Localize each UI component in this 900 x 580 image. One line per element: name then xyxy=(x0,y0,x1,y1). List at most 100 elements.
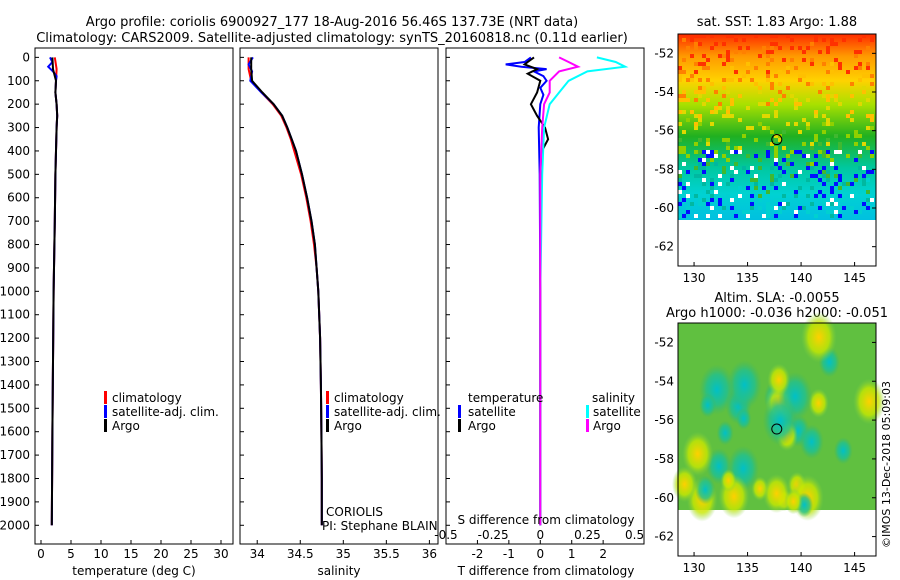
sst-cell xyxy=(870,126,874,130)
sst-cell xyxy=(706,190,710,194)
sst-cell xyxy=(826,138,830,142)
sst-cell xyxy=(694,214,698,218)
sst-cell xyxy=(810,186,814,190)
sst-cell xyxy=(842,38,846,42)
sst-cell xyxy=(850,118,854,122)
map-lon-tick-label: 135 xyxy=(736,271,759,285)
sst-cell xyxy=(810,174,814,178)
sst-cell xyxy=(786,34,790,38)
sst-cell xyxy=(698,138,702,142)
sst-cell xyxy=(802,142,806,146)
sst-cell xyxy=(678,146,682,150)
sst-cell xyxy=(730,34,734,38)
depth-tick-label: 400 xyxy=(7,144,30,158)
sst-cell xyxy=(694,34,698,38)
sst-cell xyxy=(798,78,802,82)
sst-cell xyxy=(794,194,798,198)
sst-cell xyxy=(802,74,806,78)
sst-cell xyxy=(730,198,734,202)
sst-cell xyxy=(766,70,770,74)
sst-cell xyxy=(866,146,870,150)
sst-cell xyxy=(806,154,810,158)
sst-cell xyxy=(734,50,738,54)
sst-cell xyxy=(702,190,706,194)
map-lon-tick-label: 135 xyxy=(736,561,759,575)
sst-cell xyxy=(730,58,734,62)
sst-cell xyxy=(754,138,758,142)
sst-cell xyxy=(794,102,798,106)
sst-cell xyxy=(854,158,858,162)
sst-cell xyxy=(826,86,830,90)
depth-tick-labels: 0 100 200 300 400 500 600 700 800 900 1000 1100 1200… xyxy=(0,50,450,532)
sst-cell xyxy=(694,98,698,102)
sst-cell xyxy=(706,58,710,62)
sst-cell xyxy=(866,202,870,206)
sst-cell xyxy=(818,206,822,210)
salinity-xlabel: salinity xyxy=(317,564,360,578)
sst-cell xyxy=(726,114,730,118)
sst-cell xyxy=(702,86,706,90)
difference-lines xyxy=(505,56,629,526)
sst-cell xyxy=(854,130,858,134)
sst-cell xyxy=(814,194,818,198)
profile-line-satellite-adj-clim- xyxy=(247,56,323,526)
sst-cell xyxy=(702,66,706,70)
sst-cell xyxy=(702,202,706,206)
sst-cell xyxy=(822,62,826,66)
sst-cell xyxy=(830,62,834,66)
x-tick-label: 25 xyxy=(183,547,198,561)
sst-cell xyxy=(682,214,686,218)
sst-cell xyxy=(870,154,874,158)
sla-blob xyxy=(767,363,791,397)
sst-cell xyxy=(790,46,794,50)
temperature-panel: 0 5 10 15 20 25 30 temperature (deg C) climato… xyxy=(34,47,234,578)
sst-cell xyxy=(798,130,802,134)
sst-cell xyxy=(706,150,710,154)
sst-cell xyxy=(838,146,842,150)
x-tick-label: 35.5 xyxy=(373,547,400,561)
s-x-tick-label: 0.25 xyxy=(574,528,601,542)
sst-cell xyxy=(826,106,830,110)
sst-cell xyxy=(822,130,826,134)
sst-cell xyxy=(766,154,770,158)
x-tick-label: 2 xyxy=(599,547,607,561)
sst-cell xyxy=(794,150,798,154)
sst-cell xyxy=(830,198,834,202)
sst-cell xyxy=(682,70,686,74)
sst-cell xyxy=(766,206,770,210)
sst-cell xyxy=(770,58,774,62)
sst-cell xyxy=(678,122,682,126)
sst-cell xyxy=(806,166,810,170)
legend-s-argo: Argo xyxy=(593,419,621,433)
salinity-plot-frame xyxy=(239,47,439,545)
sst-cell xyxy=(698,94,702,98)
legend-s-satellite-swatch xyxy=(586,405,589,418)
sst-cell xyxy=(802,50,806,54)
sst-cell xyxy=(706,66,710,70)
sst-cell xyxy=(866,46,870,50)
sst-cell xyxy=(842,182,846,186)
sst-cell xyxy=(826,98,830,102)
sst-cell xyxy=(722,206,726,210)
sst-cell xyxy=(798,74,802,78)
sst-cell xyxy=(822,170,826,174)
sst-cell xyxy=(838,150,842,154)
sst-cell xyxy=(806,194,810,198)
sla-map-title2: Argo h1000: -0.036 h2000: -0.051 xyxy=(666,306,888,321)
sst-cell xyxy=(798,186,802,190)
sst-cell xyxy=(826,170,830,174)
sst-cell xyxy=(770,166,774,170)
sst-cell xyxy=(738,94,742,98)
sst-cell xyxy=(686,78,690,82)
sst-cell xyxy=(846,182,850,186)
sst-cell xyxy=(758,158,762,162)
sst-cell xyxy=(830,214,834,218)
sst-cell xyxy=(694,90,698,94)
x-tick-label: 34 xyxy=(250,547,265,561)
sst-cell xyxy=(830,158,834,162)
depth-tick-label: 0 xyxy=(22,50,30,64)
x-tick-label: 1 xyxy=(568,547,576,561)
sst-cell xyxy=(710,82,714,86)
sst-cell xyxy=(750,194,754,198)
